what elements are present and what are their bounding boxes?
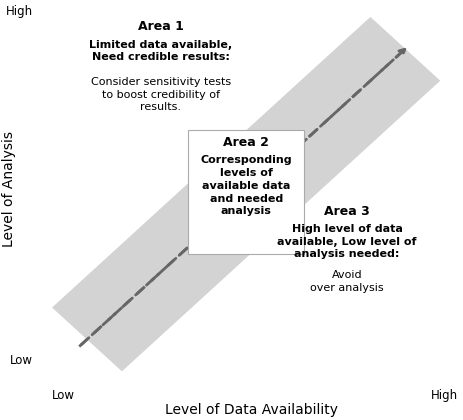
Text: Area 1: Area 1 bbox=[138, 21, 184, 34]
Text: Low: Low bbox=[52, 389, 75, 402]
Text: High level of data
available, Low level of
analysis needed:: High level of data available, Low level … bbox=[277, 224, 417, 259]
Text: Low: Low bbox=[10, 354, 32, 367]
Text: High: High bbox=[6, 5, 32, 18]
Text: Area 3: Area 3 bbox=[324, 205, 370, 218]
Text: Limited data available,
Need credible results:: Limited data available, Need credible re… bbox=[89, 40, 232, 62]
Text: Consider sensitivity tests
to boost credibility of
results.: Consider sensitivity tests to boost cred… bbox=[91, 77, 231, 112]
Text: Avoid
over analysis: Avoid over analysis bbox=[310, 270, 384, 293]
Text: Level of Data Availability: Level of Data Availability bbox=[165, 403, 338, 417]
Text: Area 2: Area 2 bbox=[223, 136, 269, 149]
Text: Corresponding
levels of
available data
and needed
analysis: Corresponding levels of available data a… bbox=[200, 155, 292, 216]
Polygon shape bbox=[52, 17, 440, 371]
Text: High: High bbox=[431, 389, 458, 402]
Text: Level of Analysis: Level of Analysis bbox=[2, 131, 16, 247]
FancyBboxPatch shape bbox=[188, 130, 304, 255]
